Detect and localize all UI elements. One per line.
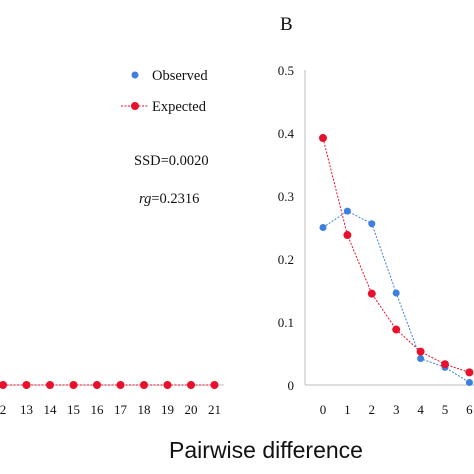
left-x-tick-label: 16 xyxy=(91,402,105,417)
left-x-tick-label: 2 xyxy=(0,402,6,417)
right-series-lines xyxy=(322,137,470,383)
left-x-tick-label: 19 xyxy=(161,402,174,417)
series-line-expected xyxy=(322,137,470,373)
observed-point xyxy=(392,289,400,297)
legend: Observed Expected xyxy=(121,68,208,115)
right-x-tick-label: 3 xyxy=(393,402,400,417)
right-x-tick-label: 5 xyxy=(442,402,449,417)
observed-point xyxy=(343,207,351,215)
left-expected-point xyxy=(187,381,195,389)
right-x-tick-label: 1 xyxy=(344,402,351,417)
left-panel-marks xyxy=(0,381,219,389)
right-y-tick-label: 0 xyxy=(288,378,295,393)
right-y-tick-label: 0.1 xyxy=(278,315,294,330)
rg-symbol: rg xyxy=(139,191,151,207)
legend-observed-marker xyxy=(131,71,139,79)
rg-annotation: rg=0.2316 xyxy=(139,191,199,207)
rg-value: =0.2316 xyxy=(151,191,199,207)
right-x-tick-label: 2 xyxy=(369,402,376,417)
legend-expected-label: Expected xyxy=(152,99,207,115)
expected-point xyxy=(392,325,401,334)
right-y-tick-label: 0.3 xyxy=(278,189,294,204)
left-x-tick-label: 14 xyxy=(44,402,58,417)
expected-point xyxy=(416,347,425,356)
observed-point xyxy=(368,220,376,228)
observed-point xyxy=(319,224,327,231)
right-y-tick-label: 0.5 xyxy=(278,63,294,78)
left-x-tick-label: 13 xyxy=(20,402,33,417)
left-x-tick-label: 21 xyxy=(208,402,221,417)
expected-point xyxy=(319,134,327,143)
panel-b-label: B xyxy=(280,14,293,35)
right-y-tick-label: 0.2 xyxy=(278,252,294,267)
right-y-tick-label: 0.4 xyxy=(278,126,295,141)
left-x-tick-label: 18 xyxy=(138,402,151,417)
left-x-tick-label: 20 xyxy=(185,402,198,417)
observed-point xyxy=(465,378,473,386)
expected-point xyxy=(441,360,449,369)
legend-expected-marker xyxy=(131,102,139,110)
right-x-tick-label: 0 xyxy=(320,402,327,417)
observed-point xyxy=(417,355,425,363)
left-x-tick-labels: 2 13 14 15 16 17 18 19 20 21 xyxy=(0,402,221,417)
expected-point xyxy=(367,289,376,298)
right-x-tick-label: 4 xyxy=(417,402,424,417)
x-axis-title: Pairwise difference xyxy=(169,437,363,463)
left-x-tick-label: 17 xyxy=(114,402,128,417)
legend-observed-label: Observed xyxy=(152,68,208,84)
left-x-tick-label: 15 xyxy=(67,402,80,417)
right-series-points xyxy=(319,134,474,386)
left-expected-point xyxy=(93,381,101,389)
expected-point xyxy=(465,368,474,377)
ssd-annotation: SSD=0.0020 xyxy=(134,153,209,169)
expected-point xyxy=(343,231,352,240)
right-x-tick-labels: 0 1 2 3 4 5 6 xyxy=(320,402,473,417)
right-y-tick-labels: 0 0.1 0.2 0.3 0.4 0.5 xyxy=(278,63,295,393)
left-expected-point xyxy=(22,381,31,389)
right-x-tick-label: 6 xyxy=(466,402,473,417)
